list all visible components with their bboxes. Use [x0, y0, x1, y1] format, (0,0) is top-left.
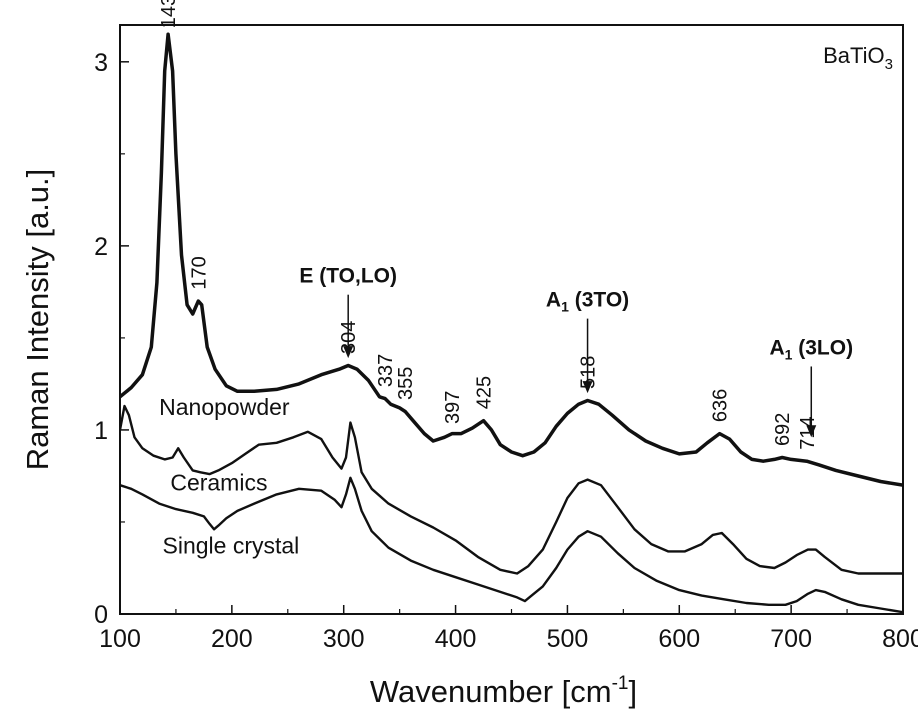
- mode-label: A1 (3LO): [769, 336, 853, 362]
- peak-label: 425: [474, 376, 496, 409]
- series-label-single-crystal: Single crystal: [163, 532, 300, 558]
- series-line-nanopowder: [120, 32, 903, 487]
- mode-label: E (TO,LO): [299, 265, 397, 288]
- x-tick-label: 700: [770, 625, 812, 653]
- peak-label: 692: [772, 413, 794, 446]
- peak-label: 170: [188, 256, 210, 289]
- y-tick-label: 0: [94, 601, 108, 629]
- x-tick-label: 500: [547, 625, 589, 653]
- x-tick-label: 300: [323, 625, 365, 653]
- x-tick-label: 100: [99, 625, 141, 653]
- x-tick-label: 600: [658, 625, 700, 653]
- peak-label: 714: [797, 416, 819, 449]
- mode-label: A1 (3TO): [546, 289, 629, 315]
- x-axis-title: Wavenumber [cm-1]: [370, 673, 637, 709]
- x-tick-label: 800: [882, 625, 918, 653]
- mode-arrow-head: [343, 346, 354, 359]
- x-axis-ticks: 100 200 300 400 500 600 700 800: [99, 605, 918, 653]
- series-line-ceramics: [120, 404, 903, 575]
- x-tick-label: 200: [211, 625, 253, 653]
- y-axis-ticks: 0 1 2 3: [94, 49, 129, 629]
- plot-border: [119, 24, 904, 615]
- y-tick-label: 2: [94, 233, 108, 261]
- peak-label: 518: [578, 356, 600, 389]
- y-axis-title: Raman Intensity [a.u.]: [20, 169, 55, 471]
- peak-label: 304: [338, 321, 360, 354]
- y-tick-label: 1: [94, 417, 108, 445]
- plot-frame: [119, 24, 904, 615]
- peak-label: 143: [158, 0, 180, 28]
- peak-label: 397: [442, 391, 464, 424]
- y-tick-label: 3: [94, 49, 108, 77]
- peak-label: 355: [395, 367, 417, 400]
- series-lines: [120, 32, 903, 614]
- mode-arrow-head: [582, 381, 593, 394]
- peak-label: 337: [375, 354, 397, 387]
- series-line-single-crystal: [120, 476, 903, 614]
- series-label-ceramics: Ceramics: [170, 470, 267, 496]
- x-tick-label: 400: [435, 625, 477, 653]
- peak-label: 636: [710, 389, 732, 422]
- mode-arrow-head: [806, 425, 817, 438]
- series-label-nanopowder: Nanopowder: [159, 394, 290, 420]
- compound-label: BaTiO3: [823, 43, 893, 73]
